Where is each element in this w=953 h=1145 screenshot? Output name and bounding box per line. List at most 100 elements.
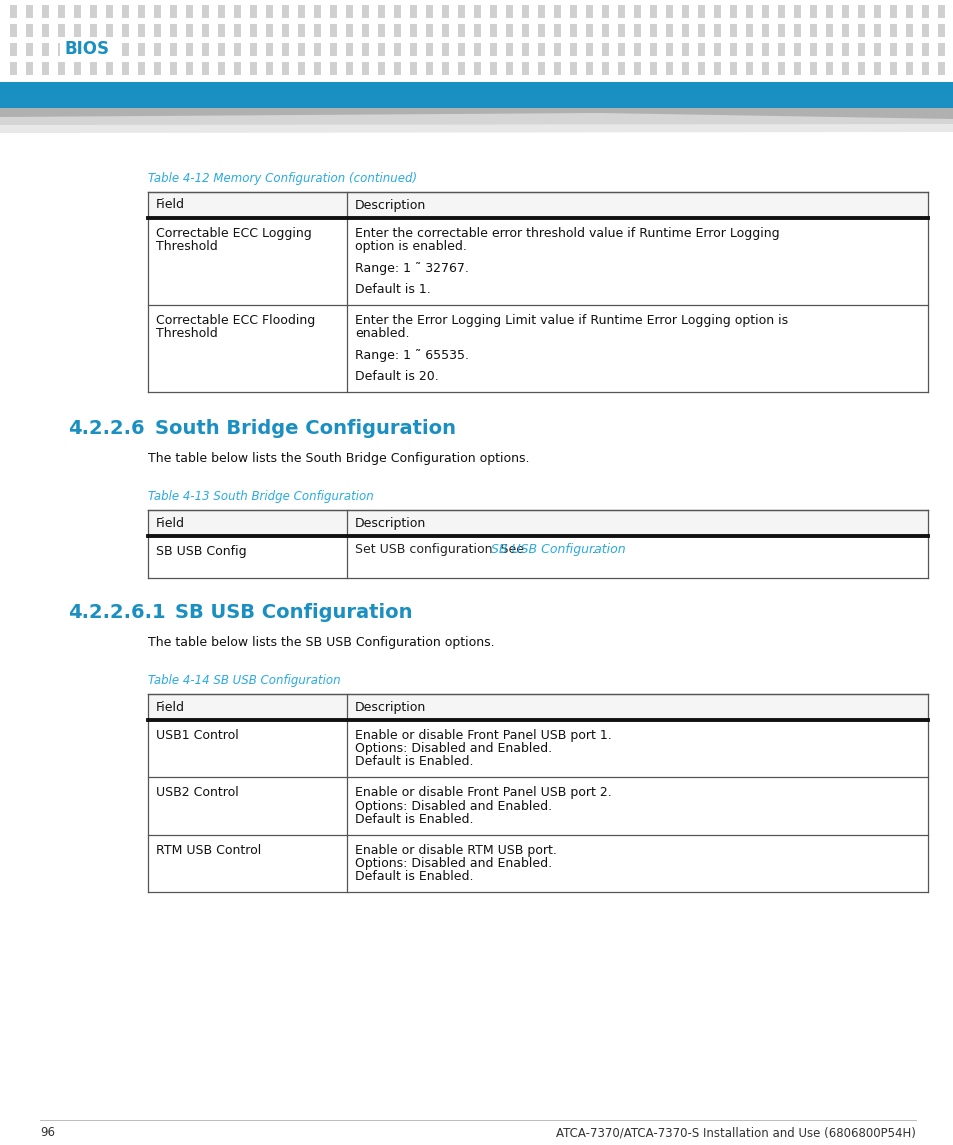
Bar	[10, 24, 17, 37]
Bar	[745, 44, 752, 56]
Bar	[10, 62, 17, 76]
Bar	[186, 5, 193, 18]
Text: Enter the correctable error threshold value if Runtime Error Logging: Enter the correctable error threshold va…	[355, 227, 779, 240]
Bar	[698, 24, 704, 37]
Bar	[841, 24, 848, 37]
Bar	[521, 5, 529, 18]
Bar	[122, 62, 129, 76]
Bar	[74, 44, 81, 56]
Text: Set USB configuration. See: Set USB configuration. See	[355, 544, 527, 556]
Bar	[729, 44, 737, 56]
Bar	[841, 5, 848, 18]
Bar	[106, 24, 112, 37]
Text: USB2 Control: USB2 Control	[156, 787, 238, 799]
Text: Options: Disabled and Enabled.: Options: Disabled and Enabled.	[355, 742, 552, 756]
Bar	[841, 62, 848, 76]
Bar	[10, 44, 17, 56]
Bar	[233, 62, 241, 76]
Bar	[745, 24, 752, 37]
Bar	[250, 24, 256, 37]
Bar	[937, 62, 944, 76]
Text: option is enabled.: option is enabled.	[355, 240, 466, 253]
Text: SB USB Config: SB USB Config	[156, 545, 247, 559]
Bar	[202, 44, 209, 56]
Bar	[809, 62, 816, 76]
Bar	[266, 62, 273, 76]
Text: Table 4-14 SB USB Configuration: Table 4-14 SB USB Configuration	[148, 674, 340, 687]
Text: Default is 1.: Default is 1.	[355, 283, 430, 297]
Bar	[729, 24, 737, 37]
Bar	[665, 24, 672, 37]
Bar	[441, 5, 449, 18]
Bar	[58, 62, 65, 76]
Bar	[778, 5, 784, 18]
Bar	[761, 44, 768, 56]
Text: Range: 1 ˜ 32767.: Range: 1 ˜ 32767.	[355, 261, 468, 275]
Text: Default is Enabled.: Default is Enabled.	[355, 756, 473, 768]
Bar	[361, 24, 369, 37]
Text: Default is Enabled.: Default is Enabled.	[355, 813, 473, 826]
Bar	[58, 24, 65, 37]
Bar	[170, 24, 177, 37]
Bar	[297, 62, 305, 76]
Bar	[857, 44, 864, 56]
Bar	[569, 62, 577, 76]
Bar	[441, 62, 449, 76]
Bar	[148, 192, 927, 218]
Bar	[170, 62, 177, 76]
Bar	[937, 24, 944, 37]
Bar	[537, 62, 544, 76]
Bar	[665, 62, 672, 76]
Bar	[634, 5, 640, 18]
Bar	[761, 5, 768, 18]
Bar	[233, 24, 241, 37]
Bar	[537, 44, 544, 56]
Bar	[665, 5, 672, 18]
Bar	[426, 44, 433, 56]
Bar	[314, 62, 320, 76]
Bar	[618, 5, 624, 18]
Bar	[618, 44, 624, 56]
Bar	[250, 44, 256, 56]
Bar	[618, 62, 624, 76]
Bar	[873, 5, 880, 18]
Bar	[889, 62, 896, 76]
Text: 4.2.2.6: 4.2.2.6	[68, 419, 145, 439]
Bar	[410, 62, 416, 76]
Bar	[106, 62, 112, 76]
Bar	[698, 62, 704, 76]
Bar	[601, 44, 608, 56]
Text: The table below lists the SB USB Configuration options.: The table below lists the SB USB Configu…	[148, 637, 494, 649]
Bar	[266, 24, 273, 37]
Bar	[60, 42, 118, 57]
Bar	[457, 24, 464, 37]
Bar	[122, 24, 129, 37]
Bar	[90, 5, 97, 18]
Bar	[537, 24, 544, 37]
Bar	[330, 5, 336, 18]
Bar	[218, 5, 225, 18]
Polygon shape	[0, 124, 953, 133]
Bar	[889, 5, 896, 18]
Bar	[90, 62, 97, 76]
Bar	[937, 44, 944, 56]
Bar	[250, 62, 256, 76]
Bar	[745, 62, 752, 76]
Text: Range: 1 ˜ 65535.: Range: 1 ˜ 65535.	[355, 349, 469, 362]
Bar	[42, 62, 49, 76]
Bar	[457, 5, 464, 18]
Bar	[649, 24, 657, 37]
Bar	[282, 62, 289, 76]
Bar	[148, 306, 927, 393]
Bar	[474, 62, 480, 76]
Text: Enable or disable Front Panel USB port 1.: Enable or disable Front Panel USB port 1…	[355, 729, 611, 742]
Bar	[937, 5, 944, 18]
Bar	[618, 24, 624, 37]
Text: USB1 Control: USB1 Control	[156, 729, 238, 742]
Bar	[873, 44, 880, 56]
Bar	[42, 24, 49, 37]
Bar	[521, 24, 529, 37]
Bar	[410, 5, 416, 18]
Bar	[122, 44, 129, 56]
Bar	[58, 44, 65, 56]
